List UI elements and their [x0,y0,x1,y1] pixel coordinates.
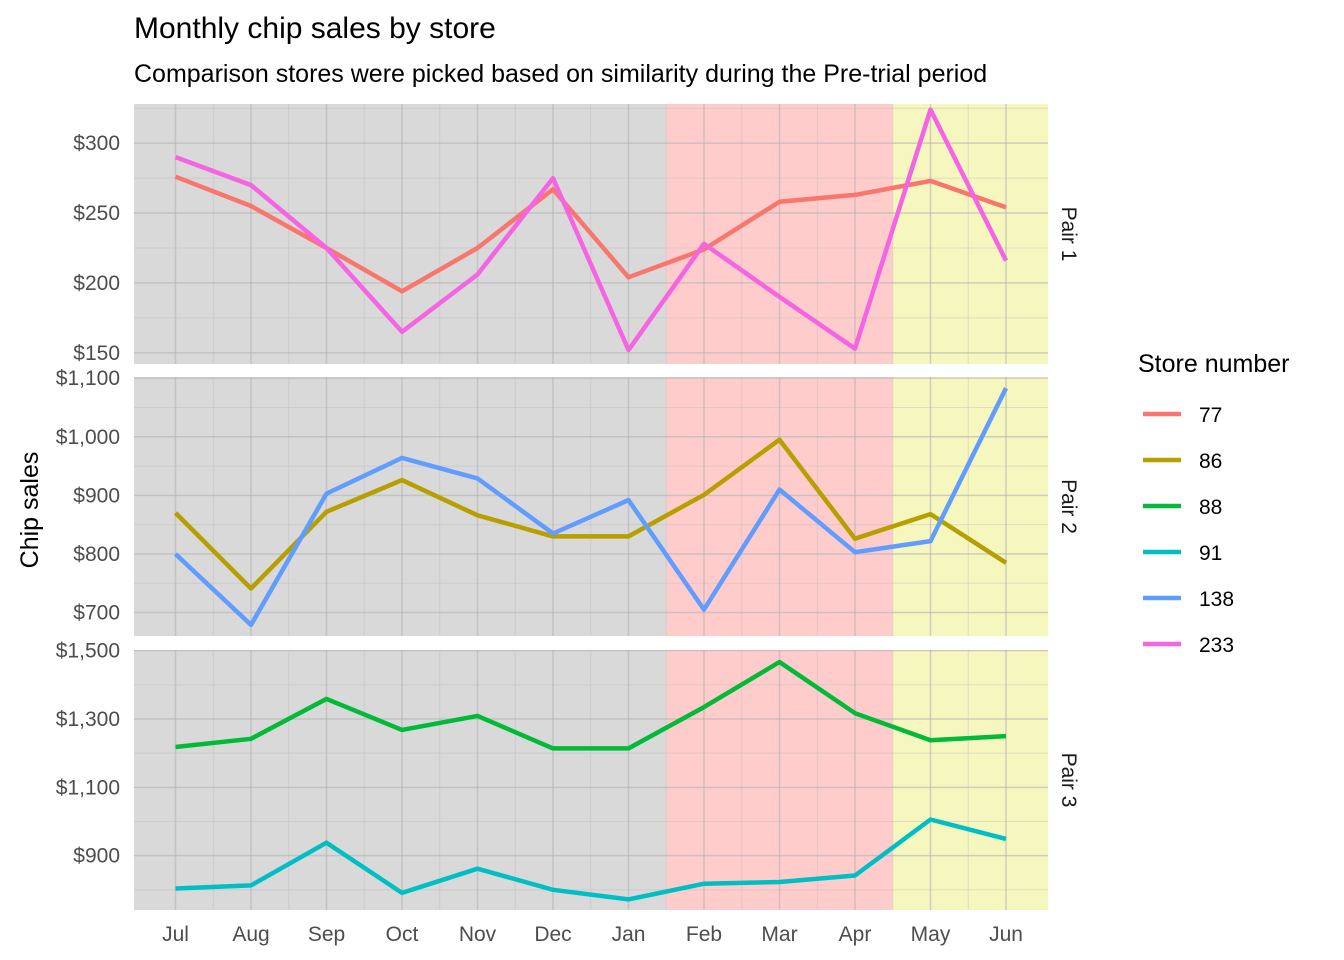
series-line-77 [174,174,1007,294]
chart-subtitle: Comparison stores were picked based on s… [134,60,988,88]
legend-title: Store number [1138,350,1289,378]
series-line-138 [173,387,1009,628]
facet-strip-label: Pair 3 [1057,753,1080,808]
x-tick-label: Apr [839,923,872,946]
y-tick-label: $1,500 [56,640,120,663]
y-tick-label: $1,100 [56,776,120,799]
x-tick-label: Dec [534,923,571,946]
x-tick-label: Oct [386,923,419,946]
y-tick-label: $900 [73,484,120,507]
facet-strip-label: Pair 1 [1057,207,1080,262]
x-tick-label: Feb [686,923,722,946]
x-tick-label: Mar [761,923,797,946]
y-tick-label: $700 [73,602,120,625]
x-tick-label: May [911,923,951,946]
x-tick-label: Nov [459,923,497,946]
panel-1: $150 $200 $250 $300 Pair 1 [73,104,1080,365]
panel-2: $700 $800 $900 $1,000 $1,100 Pair 2 [56,367,1080,636]
legend-label-233: 233 [1199,634,1234,657]
x-tick-label: Aug [232,923,269,946]
x-tick-label: Jun [989,923,1023,946]
series-line-88 [175,659,1007,751]
facet-strip-label: Pair 2 [1057,479,1080,534]
series-line-86 [173,437,1008,591]
y-tick-label: $900 [73,845,120,868]
y-tick-label: $300 [73,132,120,155]
x-tick-label: Jan [612,923,646,946]
y-tick-label: $150 [73,342,120,365]
y-tick-label: $1,300 [56,708,120,731]
series-line-233 [174,107,1009,353]
y-tick-label: $1,000 [56,426,120,449]
legend-label-138: 138 [1199,588,1234,611]
x-tick-label: Jul [162,923,189,946]
y-axis-label: Chip sales [16,452,44,569]
shading-region-may [892,650,1048,910]
legend-label-77: 77 [1199,404,1222,427]
shading-region-jul [134,377,667,636]
panel-3: $900 $1,100 $1,300 $1,500 Pair 3 [56,640,1080,910]
shading-region-jul [134,650,667,910]
y-tick-label: $1,100 [56,367,120,390]
shading-region-may [892,377,1048,636]
y-tick-label: $200 [73,272,120,295]
legend-label-91: 91 [1199,542,1222,565]
y-tick-label: $250 [73,202,120,225]
y-tick-label: $800 [73,543,120,566]
x-tick-label: Sep [308,923,345,946]
chart-title: Monthly chip sales by store [134,12,496,45]
legend-label-88: 88 [1199,496,1222,519]
series-line-91 [175,817,1007,902]
legend-label-86: 86 [1199,450,1222,473]
